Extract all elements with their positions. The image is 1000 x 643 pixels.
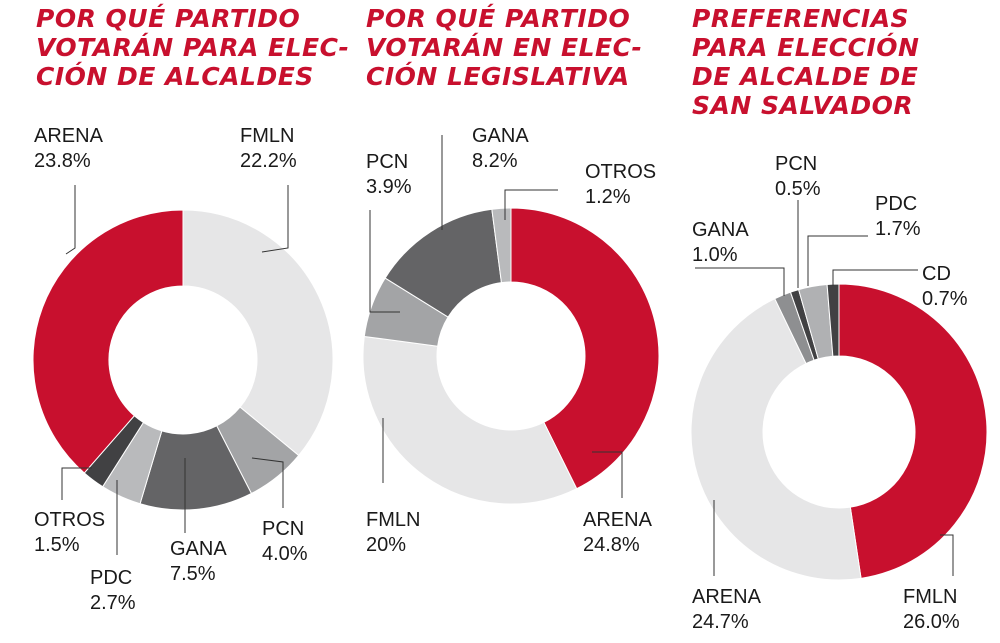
leader-pcn-1 xyxy=(251,457,284,508)
slice-otros-2 xyxy=(491,207,512,284)
donut-chart-alcaldes xyxy=(32,209,334,511)
leader-gana-3 xyxy=(695,267,785,296)
leader-otros-1 xyxy=(61,467,92,500)
label-otros-2: OTROS 1.2% xyxy=(585,161,657,208)
label-gana-2: GANA 8.2% xyxy=(472,125,529,172)
label-arena-3: ARENA 24.7% xyxy=(692,586,761,633)
leader-arena-1 xyxy=(65,185,76,255)
leader-arena-2 xyxy=(592,451,623,498)
label-pcn-3: PCN 0.5% xyxy=(775,153,821,200)
slice-arena-1 xyxy=(32,209,184,474)
label-arena-1: ARENA 23.8% xyxy=(34,125,103,172)
chart-3-title: PREFERENCIAS PARA ELECCIÓN DE ALCALDE DE… xyxy=(692,4,920,120)
label-arena-2: ARENA 24.8% xyxy=(583,509,652,556)
donut-chart-legislativa xyxy=(362,207,660,505)
label-fmln-2: FMLN 20% xyxy=(366,509,421,556)
slice-fmln-2 xyxy=(362,335,578,505)
slice-fmln-1 xyxy=(182,209,334,457)
label-cd-3: CD 0.7% xyxy=(922,263,968,310)
leader-fmln-1 xyxy=(261,185,289,253)
slice-arena-2 xyxy=(510,207,660,490)
leader-fmln-3 xyxy=(940,534,954,576)
leader-pcn-2 xyxy=(369,210,400,313)
leader-lines xyxy=(61,135,954,576)
label-fmln-3: FMLN 26.0% xyxy=(903,586,960,633)
leader-cd-3 xyxy=(832,269,918,286)
slice-arena-3 xyxy=(690,297,862,581)
slice-fmln-3 xyxy=(838,283,988,579)
label-gana-1: GANA 7.5% xyxy=(170,538,227,585)
label-pdc-1: PDC 2.7% xyxy=(90,567,136,614)
leader-otros-2 xyxy=(504,189,558,220)
leader-pdc-3 xyxy=(807,235,868,286)
chart-2-title: POR QUÉ PARTIDO VOTARÁN EN ELEC- CIÓN LE… xyxy=(366,4,643,91)
label-otros-1: OTROS 1.5% xyxy=(34,509,106,556)
label-gana-3: GANA 1.0% xyxy=(692,219,749,266)
slice-cd-3 xyxy=(826,283,840,357)
donut-chart-san-salvador xyxy=(690,283,988,581)
label-pdc-3: PDC 1.7% xyxy=(875,193,921,240)
label-pcn-1: PCN 4.0% xyxy=(262,518,308,565)
label-pcn-2: PCN 3.9% xyxy=(366,151,412,198)
chart-1-title: POR QUÉ PARTIDO VOTARÁN PARA ELEC- CIÓN … xyxy=(36,4,350,91)
label-fmln-1: FMLN 22.2% xyxy=(240,125,297,172)
